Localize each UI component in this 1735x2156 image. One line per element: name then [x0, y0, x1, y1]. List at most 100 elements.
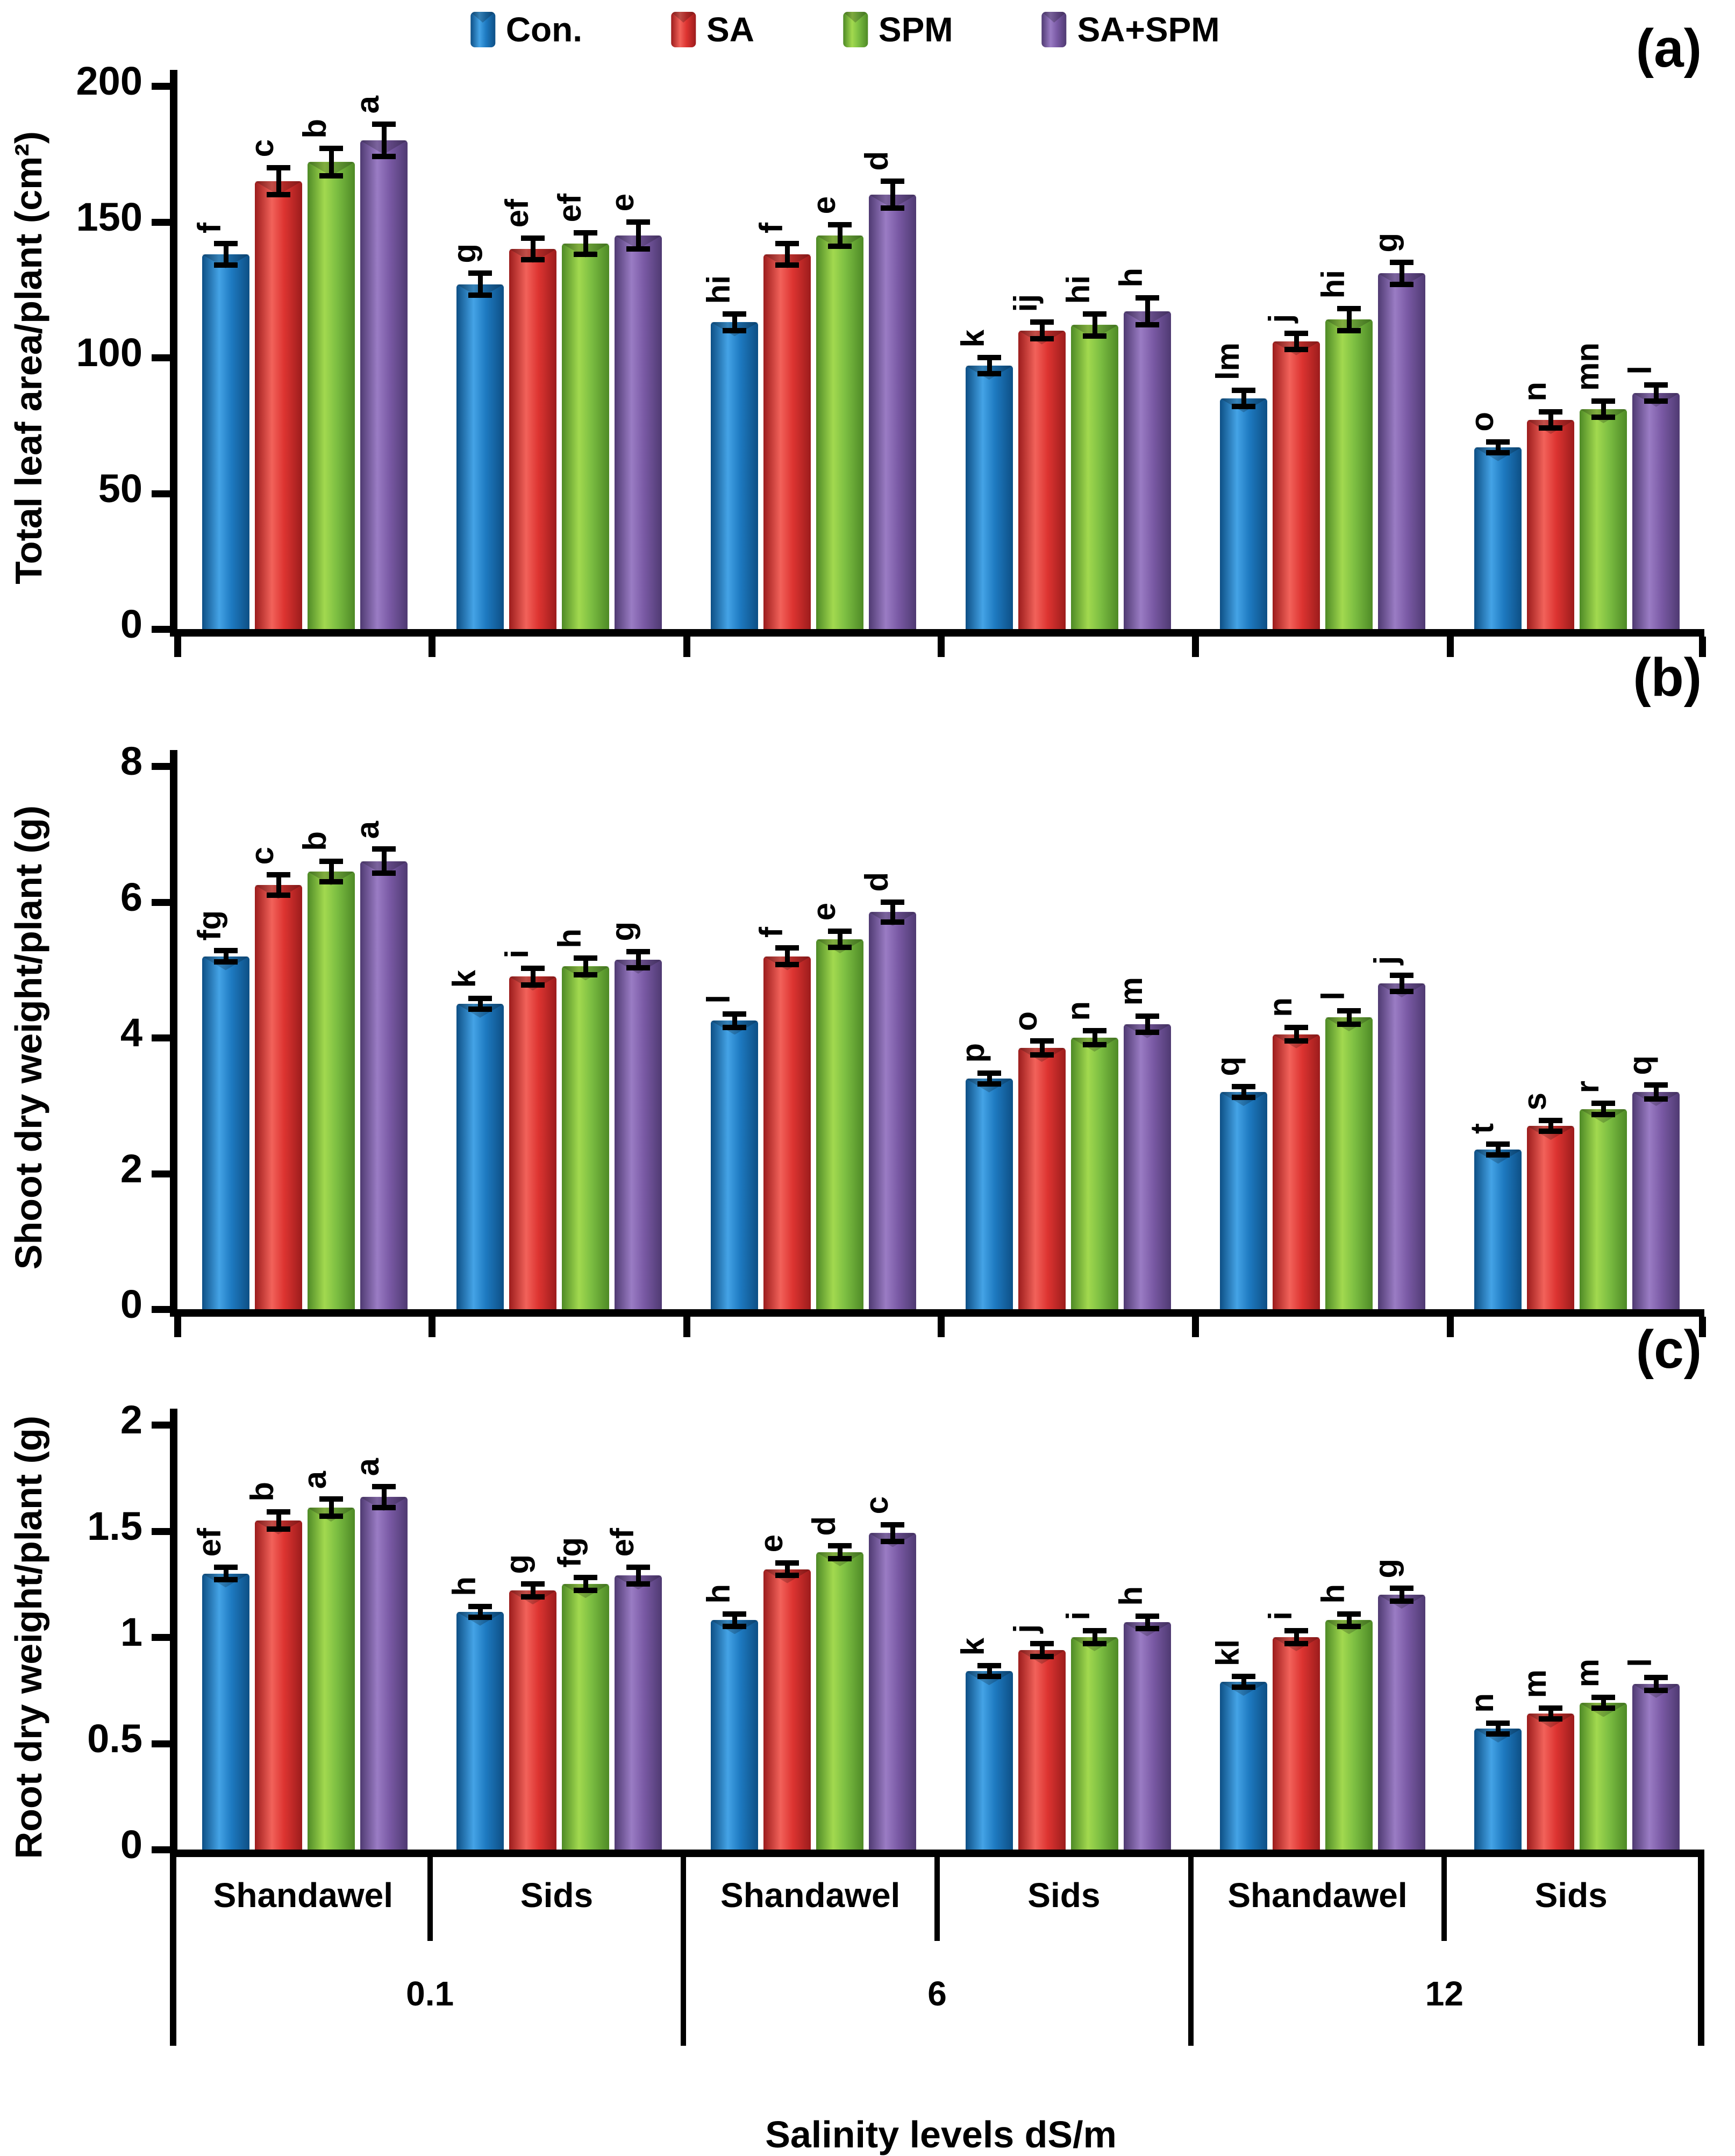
error-bar-cap: [521, 257, 545, 263]
error-bar: [1654, 1085, 1659, 1099]
y-tick-label: 100: [76, 330, 142, 375]
significance-letter-text: kl: [1209, 1639, 1246, 1666]
cultivar-label: Shandawel: [213, 1876, 393, 1915]
significance-letter: g: [590, 922, 654, 944]
x-tick-mark: [683, 637, 690, 657]
error-bar-cap: [1030, 1653, 1054, 1659]
bar-sa-group6: [1527, 1714, 1575, 1850]
error-bar: [1347, 1010, 1352, 1024]
error-bar-cap: [213, 240, 238, 246]
y-tick-label: 2: [120, 1397, 142, 1442]
error-bar: [1601, 1103, 1607, 1115]
x-tick-mark: [429, 1317, 436, 1337]
legend-swatch-con-icon: [470, 12, 495, 47]
error-bar-cap: [1135, 1613, 1159, 1619]
error-bar-cap: [1337, 1008, 1361, 1013]
error-bar-cap: [1232, 1684, 1255, 1690]
bar-spm-group1: [307, 162, 355, 629]
error-bar-cap: [1082, 1640, 1106, 1646]
y-tick-mark: [152, 354, 171, 361]
error-bar-cap: [468, 270, 492, 276]
error-bar-cap: [319, 1513, 343, 1519]
y-tick-label: 4: [120, 1010, 142, 1055]
significance-letter-text: o: [1008, 1011, 1044, 1031]
error-bar-cap: [775, 961, 799, 967]
significance-letter-text: ef: [604, 1528, 640, 1557]
bar-saspm-group3: [869, 195, 917, 629]
category-separator-line: [1188, 1850, 1194, 2046]
error-bar-cap: [521, 1581, 545, 1587]
significance-letter-text: j: [1367, 956, 1404, 965]
y-tick-mark: [152, 1170, 171, 1177]
error-bar-cap: [881, 919, 905, 925]
error-bar-cap: [1591, 1101, 1616, 1106]
significance-letter-text: l: [1622, 365, 1658, 375]
error-bar-cap: [881, 1522, 905, 1527]
error-bar-cap: [1232, 387, 1255, 393]
significance-letter: d: [791, 1516, 856, 1539]
error-bar: [1039, 1041, 1045, 1055]
significance-letter-text: h: [446, 1576, 482, 1596]
cultivar-row: Shandawel Sids Shandawel Sids Shandawel Sids: [176, 1850, 1698, 1941]
error-bar: [276, 167, 281, 195]
bar-spm-group6: [1580, 409, 1627, 629]
significance-letter-text: i: [498, 949, 535, 959]
bar-spm-group1: [307, 871, 355, 1309]
error-bar-cap: [521, 235, 545, 241]
error-bar-cap: [521, 1594, 545, 1600]
legend-item-con: Con.: [470, 10, 582, 49]
error-bar-cap: [775, 240, 799, 246]
error-bar-cap: [881, 899, 905, 905]
chart-header: Con. SA SPM SA+SPM: [0, 0, 1735, 81]
error-bar: [987, 1666, 992, 1677]
error-bar: [636, 1567, 641, 1584]
error-bar: [890, 902, 896, 923]
bar-sa-group6: [1527, 1126, 1575, 1309]
significance-letter: t: [1450, 1123, 1514, 1137]
error-bar-cap: [881, 178, 905, 184]
error-bar: [1400, 975, 1404, 992]
error-bar-cap: [828, 243, 852, 249]
error-bar-cap: [372, 1483, 396, 1489]
error-bar-cap: [828, 1555, 852, 1561]
y-tick-label: 1: [120, 1610, 142, 1654]
error-bar: [276, 1511, 281, 1529]
significance-letter-text: h: [1315, 1583, 1351, 1604]
error-bar-cap: [1591, 1705, 1616, 1711]
x-axis-line: [170, 629, 1704, 637]
error-bar: [531, 238, 536, 260]
significance-letter-text: h: [1113, 268, 1149, 288]
significance-letter: kl: [1195, 1639, 1260, 1669]
significance-letter-text: ef: [498, 199, 535, 228]
error-bar-cap: [775, 262, 799, 268]
bar-con-group3: [711, 1020, 759, 1309]
y-tick-label: 0: [120, 602, 142, 646]
plot-area-a: Total leaf area/plant (cm²) 0 50 100 150 200…: [8, 61, 1706, 657]
y-tick-label: 1.5: [87, 1503, 142, 1548]
x-tick-mark: [1446, 637, 1454, 657]
significance-letter-text: h: [551, 928, 588, 948]
error-bar: [1347, 309, 1352, 331]
significance-letter: a: [335, 1458, 400, 1479]
cultivar-label: Sids: [1027, 1876, 1101, 1915]
error-bar: [1347, 1614, 1352, 1627]
error-bar: [1294, 333, 1299, 349]
bar-spm-group1: [307, 1508, 355, 1850]
error-bar: [1145, 297, 1150, 325]
bar-spm-group4: [1070, 325, 1118, 629]
error-bar: [1496, 441, 1501, 453]
error-bar-cap: [828, 222, 852, 227]
significance-letter-text: hi: [1060, 275, 1097, 304]
y-tick-label: 2: [120, 1146, 142, 1191]
bar-con-group2: [456, 1003, 504, 1309]
error-bar: [1092, 1631, 1097, 1644]
significance-letter-text: a: [349, 820, 386, 839]
bar-saspm-group1: [360, 1497, 408, 1850]
error-bar-cap: [626, 948, 650, 954]
salinity-level-label: 6: [927, 1974, 947, 2013]
significance-letter: fg: [177, 910, 242, 944]
error-bar-cap: [1284, 330, 1308, 336]
error-bar: [531, 968, 536, 985]
error-bar-cap: [266, 165, 290, 170]
significance-letter: j: [994, 1624, 1058, 1636]
